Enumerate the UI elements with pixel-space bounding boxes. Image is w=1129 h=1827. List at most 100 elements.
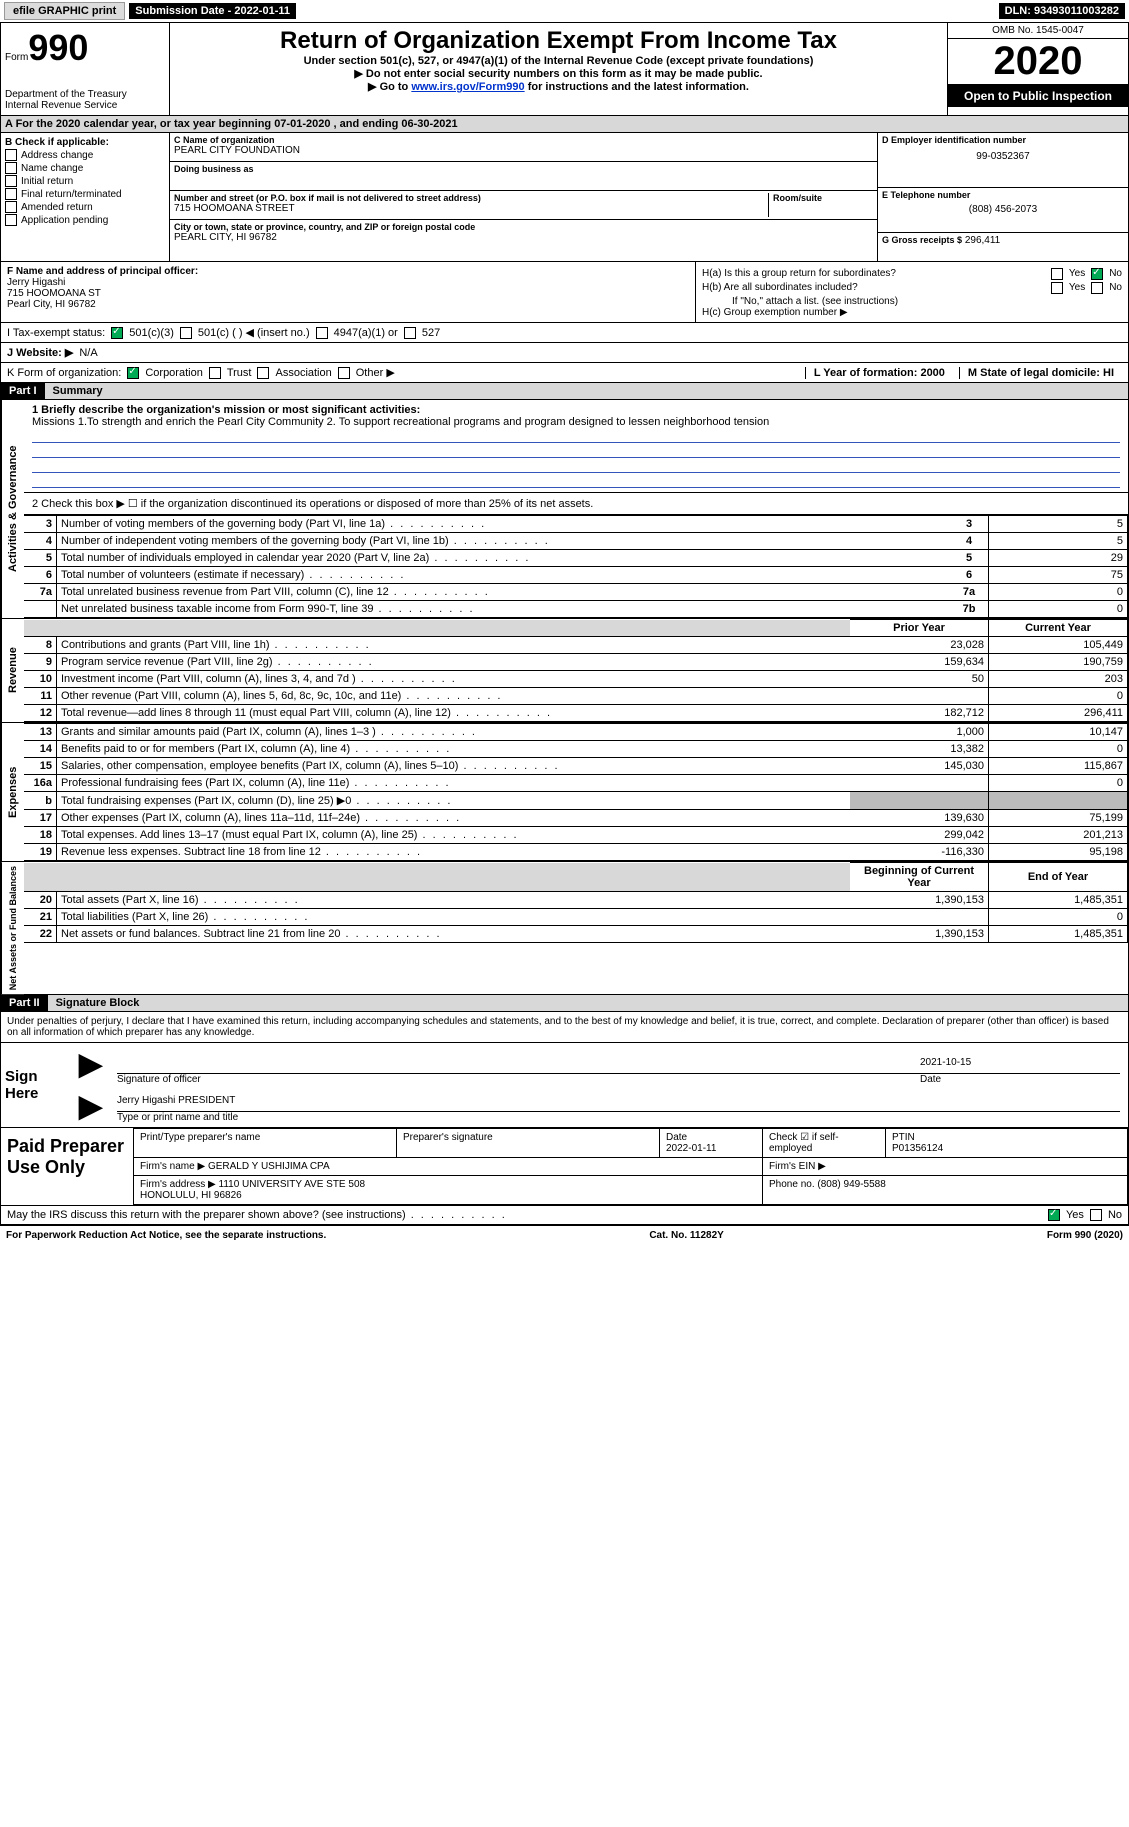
h-b-yes-cb[interactable] xyxy=(1051,282,1063,294)
net-assets-table: Beginning of Current YearEnd of Year20To… xyxy=(24,862,1128,943)
arrow-icon: ▶ xyxy=(79,1099,109,1114)
efile-button[interactable]: efile GRAPHIC print xyxy=(4,2,125,20)
k-label: K Form of organization: xyxy=(7,367,121,379)
cb-assoc[interactable] xyxy=(257,367,269,379)
officer-type-label: Type or print name and title xyxy=(117,1112,1120,1123)
cb-other[interactable] xyxy=(338,367,350,379)
i-label: I Tax-exempt status: xyxy=(7,327,105,339)
cb-name-change[interactable]: Name change xyxy=(5,162,165,174)
cb-label: Name change xyxy=(21,163,83,174)
cb-501c[interactable] xyxy=(180,327,192,339)
form-note-1: ▶ Do not enter social security numbers o… xyxy=(174,67,943,80)
h-b-note: If "No," attach a list. (see instruction… xyxy=(702,296,1122,307)
footer-left: For Paperwork Reduction Act Notice, see … xyxy=(6,1230,326,1241)
firm-ein: Firm's EIN ▶ xyxy=(763,1158,1128,1176)
cb-label: Application pending xyxy=(21,215,108,226)
section-expenses: Expenses 13Grants and similar amounts pa… xyxy=(0,723,1129,862)
sign-here-row: Sign Here ▶ ▶ 2021-10-15 Signature of of… xyxy=(1,1042,1128,1127)
form-title: Return of Organization Exempt From Incom… xyxy=(174,27,943,55)
dept-treasury: Department of the Treasury Internal Reve… xyxy=(5,89,165,111)
cb-initial-return[interactable]: Initial return xyxy=(5,175,165,187)
phone-value: (808) 456-2073 xyxy=(882,200,1124,215)
h-a-no-cb[interactable] xyxy=(1091,268,1103,280)
org-name-label: C Name of organization xyxy=(174,135,873,145)
table-row: 18Total expenses. Add lines 13–17 (must … xyxy=(24,827,1128,844)
h-a-label: H(a) Is this a group return for subordin… xyxy=(702,268,1045,280)
officer-printed-name: Jerry Higashi PRESIDENT xyxy=(117,1085,1120,1112)
h-a-yes-cb[interactable] xyxy=(1051,268,1063,280)
b-header: B Check if applicable: xyxy=(5,137,165,148)
perjury-declaration: Under penalties of perjury, I declare th… xyxy=(1,1012,1128,1042)
section-b-checkboxes: B Check if applicable: Address change Na… xyxy=(1,133,170,261)
signature-lines: 2021-10-15 Signature of officer Date Jer… xyxy=(109,1043,1128,1127)
submission-date: 2022-01-11 xyxy=(234,5,290,17)
dln-value: 93493011003282 xyxy=(1034,5,1119,17)
footer: For Paperwork Reduction Act Notice, see … xyxy=(0,1225,1129,1245)
cb-label: Amended return xyxy=(21,202,93,213)
table-row: 14Benefits paid to or for members (Part … xyxy=(24,741,1128,758)
table-row: 20Total assets (Part X, line 16)1,390,15… xyxy=(24,892,1128,909)
vert-net-assets: Net Assets or Fund Balances xyxy=(1,862,24,994)
row-a-tax-year: A For the 2020 calendar year, or tax yea… xyxy=(0,116,1129,133)
gross-receipts-cell: G Gross receipts $ 296,411 xyxy=(878,233,1128,261)
h-b-no-cb[interactable] xyxy=(1091,282,1103,294)
table-row: Net unrelated business taxable income fr… xyxy=(24,601,1128,618)
cb-527[interactable] xyxy=(404,327,416,339)
h-b-label: H(b) Are all subordinates included? xyxy=(702,282,1045,294)
cb-amended-return[interactable]: Amended return xyxy=(5,201,165,213)
expenses-table: 13Grants and similar amounts paid (Part … xyxy=(24,723,1128,861)
sig-officer-label: Signature of officer xyxy=(117,1074,920,1085)
cb-label: Initial return xyxy=(21,176,73,187)
table-row: bTotal fundraising expenses (Part IX, co… xyxy=(24,792,1128,810)
gov-table: 3Number of voting members of the governi… xyxy=(24,515,1128,618)
omb-number: OMB No. 1545-0047 xyxy=(948,23,1128,39)
firm-addr-label: Firm's address ▶ xyxy=(140,1179,216,1190)
cb-corp[interactable] xyxy=(127,367,139,379)
firm-phone: (808) 949-5588 xyxy=(817,1179,885,1190)
cb-application-pending[interactable]: Application pending xyxy=(5,214,165,226)
vert-revenue: Revenue xyxy=(1,619,24,722)
opt-501c3: 501(c)(3) xyxy=(129,327,174,339)
row-j-website: J Website: ▶ N/A xyxy=(0,343,1129,363)
opt-corp: Corporation xyxy=(145,367,202,379)
table-row: 6Total number of volunteers (estimate if… xyxy=(24,567,1128,584)
officer-addr1: 715 HOOMOANA ST xyxy=(7,288,689,299)
table-row: 16aProfessional fundraising fees (Part I… xyxy=(24,775,1128,792)
table-row: 13Grants and similar amounts paid (Part … xyxy=(24,724,1128,741)
cb-label: Address change xyxy=(21,150,93,161)
prep-date-label: Date xyxy=(666,1132,756,1143)
row-i-tax-exempt: I Tax-exempt status: 501(c)(3) 501(c) ( … xyxy=(0,323,1129,343)
section-net-assets: Net Assets or Fund Balances Beginning of… xyxy=(0,862,1129,995)
ptin-value: P01356124 xyxy=(892,1143,1121,1154)
table-row: 15Salaries, other compensation, employee… xyxy=(24,758,1128,775)
table-row: 21Total liabilities (Part X, line 26)0 xyxy=(24,909,1128,926)
mission-text: Missions 1.To strength and enrich the Pe… xyxy=(32,416,1120,428)
cb-address-change[interactable]: Address change xyxy=(5,149,165,161)
cb-trust[interactable] xyxy=(209,367,221,379)
phone-cell: E Telephone number (808) 456-2073 xyxy=(878,188,1128,233)
irs-link[interactable]: www.irs.gov/Form990 xyxy=(411,81,524,93)
opt-trust: Trust xyxy=(227,367,252,379)
tax-year: 2020 xyxy=(948,39,1128,85)
table-header-row: Prior YearCurrent Year xyxy=(24,620,1128,637)
table-row: 22Net assets or fund balances. Subtract … xyxy=(24,926,1128,943)
revenue-table: Prior YearCurrent Year8Contributions and… xyxy=(24,619,1128,722)
paid-preparer-label: Paid Preparer Use Only xyxy=(1,1128,133,1205)
street-label: Number and street (or P.O. box if mail i… xyxy=(174,193,768,203)
opt-other: Other ▶ xyxy=(356,366,395,379)
cb-501c3[interactable] xyxy=(111,327,123,339)
part2-header: Part II xyxy=(1,995,48,1011)
cb-final-return[interactable]: Final return/terminated xyxy=(5,188,165,200)
cb-4947[interactable] xyxy=(316,327,328,339)
table-header-row: Beginning of Current YearEnd of Year xyxy=(24,863,1128,892)
discuss-no-cb[interactable] xyxy=(1090,1209,1102,1221)
opt-assoc: Association xyxy=(275,367,331,379)
dln-label: DLN: xyxy=(1005,5,1034,17)
yes-label: Yes xyxy=(1069,282,1085,294)
ein-value: 99-0352367 xyxy=(882,145,1124,162)
submission-date-bar: Submission Date - 2022-01-11 xyxy=(129,3,296,19)
header-mid: Return of Organization Exempt From Incom… xyxy=(170,23,947,115)
part1-title: Summary xyxy=(45,383,1128,399)
ptin-label: PTIN xyxy=(892,1132,1121,1143)
discuss-yes-cb[interactable] xyxy=(1048,1209,1060,1221)
